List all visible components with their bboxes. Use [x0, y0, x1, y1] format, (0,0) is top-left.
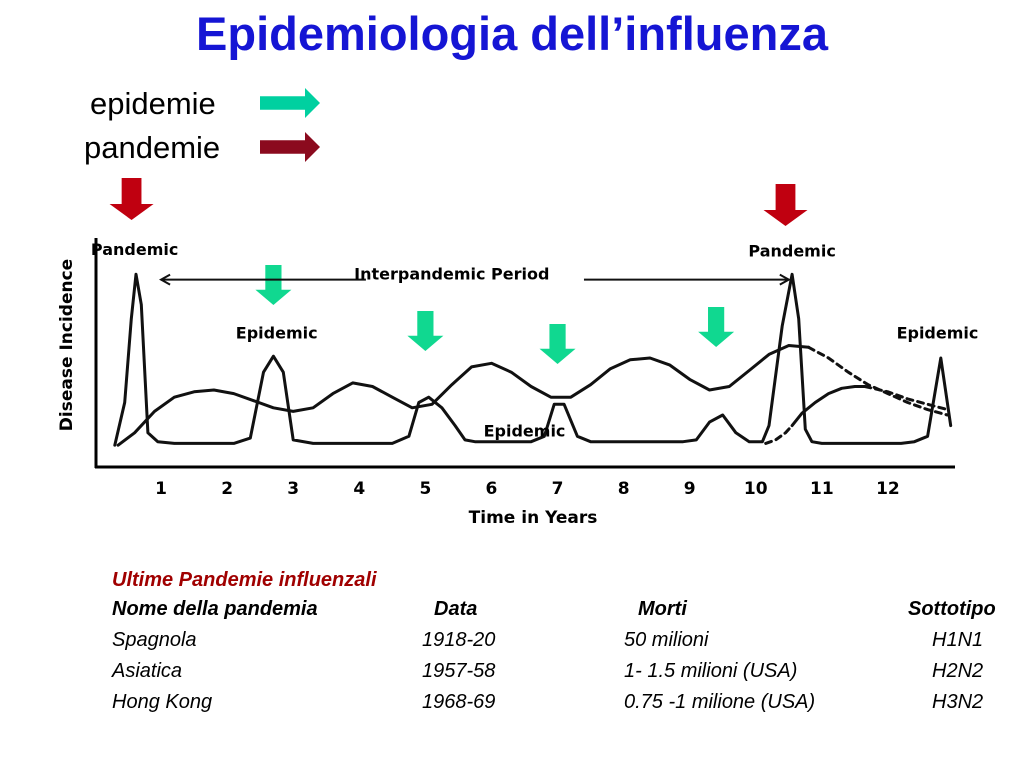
- table-row: Asiatica 1957-58 1- 1.5 milioni (USA) H2…: [112, 656, 1024, 687]
- x-tick-label: 9: [684, 479, 696, 499]
- table-cell: Spagnola: [112, 629, 197, 651]
- table-cell: 50 milioni: [624, 629, 709, 651]
- pandemic-arrow-icon: [763, 184, 808, 226]
- interpandemic-span: [159, 273, 791, 286]
- x-tick-label: 7: [552, 479, 564, 499]
- x-tick-label: 1: [155, 479, 167, 499]
- series-line: [807, 345, 949, 417]
- span-arrowhead-right: [779, 273, 791, 286]
- chart-axes: [94, 238, 955, 469]
- chart-annotations: Pandemic Epidemic Interpandemic Period Epid…: [91, 240, 978, 441]
- table-cell: 1957-58: [422, 660, 496, 682]
- table-header-subtype: Sottotipo: [908, 598, 996, 620]
- epidemic-arrow-icon: [407, 311, 444, 351]
- epidemic-arrow-icon: [255, 265, 292, 305]
- epidemic-arrow-icon: [539, 324, 576, 364]
- pandemic-arrow-icon: [109, 178, 154, 220]
- epidemic-arrow-icon: [698, 307, 735, 347]
- x-tick-label: 6: [486, 479, 498, 499]
- y-axis-label: Disease Incidence: [57, 259, 77, 431]
- x-tick-label: 2: [221, 479, 233, 499]
- table-cell: H1N1: [932, 629, 984, 651]
- chart-annotation: Epidemic: [484, 421, 566, 440]
- span-arrowhead-left: [159, 273, 171, 286]
- series-line: [863, 385, 949, 412]
- series-line: [116, 344, 811, 447]
- series-line: [790, 385, 867, 428]
- x-tick-label: 11: [810, 479, 834, 499]
- chart-annotation: Interpandemic Period: [354, 265, 549, 284]
- table-header-date: Data: [434, 598, 478, 620]
- x-tick-labels: 1 2 3 4 5 6 7 8 9 10 11 12: [155, 479, 900, 499]
- x-axis-label: Time in Years: [469, 508, 598, 528]
- legend-label-pandemie: pandemie: [84, 130, 221, 165]
- x-tick-label: 8: [618, 479, 630, 499]
- table-cell: H3N2: [932, 691, 984, 713]
- chart-annotation: Epidemic: [236, 323, 318, 342]
- table-cell: 0.75 -1 milione (USA): [624, 691, 816, 713]
- legend-arrow-pandemie-icon: [260, 132, 320, 162]
- table-cell: Asiatica: [112, 660, 183, 682]
- table-cell: 1968-69: [422, 691, 496, 713]
- chart-markers: [109, 178, 808, 364]
- page-title: Epidemiologia dell’influenza: [196, 7, 828, 60]
- table-row: Hong Kong 1968-69 0.75 -1 milione (USA) …: [112, 687, 1024, 718]
- x-tick-label: 10: [744, 479, 768, 499]
- x-tick-label: 4: [353, 479, 365, 499]
- table-header-row: Nome della pandemia Data Morti Sottotipo: [112, 594, 1024, 625]
- legend-arrow-epidemie-icon: [260, 88, 320, 118]
- legend-label-epidemie: epidemie: [90, 86, 216, 121]
- legend-arrows: [260, 88, 320, 162]
- table-row: Spagnola 1918-20 50 milioni H1N1: [112, 625, 1024, 656]
- pandemics-table: Ultime Pandemie influenzali Nome della p…: [112, 566, 1024, 718]
- chart-series: [113, 272, 953, 447]
- x-tick-label: 3: [287, 479, 299, 499]
- table-caption: Ultime Pandemie influenzali: [112, 569, 377, 591]
- chart-annotation: Pandemic: [748, 242, 835, 261]
- chart: 1 2 3 4 5 6 7 8 9 10 11 12 PandemicEpidemicInterpan…: [57, 88, 978, 528]
- series-line: [764, 424, 794, 445]
- chart-annotation: Epidemic: [897, 323, 979, 342]
- table-cell: Hong Kong: [112, 691, 213, 713]
- table-header-deaths: Morti: [638, 598, 687, 620]
- table-cell: H2N2: [932, 660, 984, 682]
- series-line: [113, 272, 953, 447]
- x-tick-label: 5: [419, 479, 431, 499]
- table-header-name: Nome della pandemia: [112, 598, 318, 620]
- table-cell: 1918-20: [422, 629, 496, 651]
- x-tick-label: 12: [876, 479, 900, 499]
- table-cell: 1- 1.5 milioni (USA): [624, 660, 798, 682]
- chart-annotation: Pandemic: [91, 240, 178, 259]
